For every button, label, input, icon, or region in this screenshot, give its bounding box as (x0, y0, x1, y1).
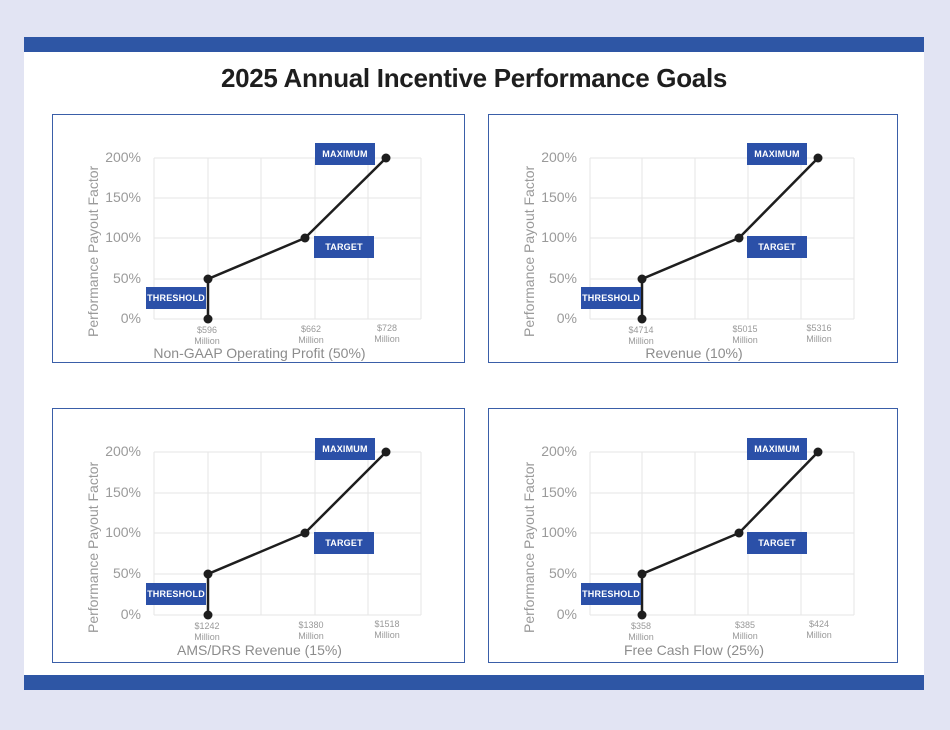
top-accent-bar (24, 37, 924, 52)
y-tick-0: 0% (120, 310, 141, 326)
maximum-tag: MAXIMUM (747, 143, 807, 165)
y-tick-50: 50% (112, 565, 141, 581)
y-tick-100: 100% (541, 524, 577, 540)
y-tick-0: 0% (120, 606, 141, 622)
x-tick-maximum: $728 Million (374, 323, 400, 344)
threshold-tag: THRESHOLD (146, 287, 206, 309)
chart-panel-free-cash-flow: Performance Payout Factor 200% 150% 100%… (488, 408, 898, 663)
target-tag: TARGET (314, 532, 374, 554)
y-tick-200: 200% (541, 149, 577, 165)
x-tick-threshold: $1242 Million (194, 621, 220, 642)
chart-panel-revenue: Performance Payout Factor 200% 150% 100%… (488, 114, 898, 363)
y-tick-100: 100% (541, 229, 577, 245)
maximum-tag: MAXIMUM (315, 438, 375, 460)
y-tick-150: 150% (541, 189, 577, 205)
y-tick-0: 0% (556, 606, 577, 622)
chart-plot (153, 153, 422, 324)
x-tick-maximum: $424 Million (806, 619, 832, 640)
x-tick-target: $1380 Million (298, 620, 324, 641)
chart-plot (589, 153, 855, 324)
y-tick-50: 50% (112, 270, 141, 286)
y-tick-200: 200% (541, 443, 577, 459)
y-tick-50: 50% (548, 270, 577, 286)
maximum-tag: MAXIMUM (315, 143, 375, 165)
x-axis-title: Non-GAAP Operating Profit (50%) (153, 345, 366, 361)
y-tick-200: 200% (105, 443, 141, 459)
threshold-tag: THRESHOLD (146, 583, 206, 605)
y-tick-150: 150% (105, 189, 141, 205)
x-tick-maximum: $1518 Million (374, 619, 400, 640)
x-tick-threshold: $358 Million (628, 621, 654, 642)
y-tick-150: 150% (105, 484, 141, 500)
x-tick-target: $5015 Million (732, 324, 758, 345)
x-tick-target: $662 Million (298, 324, 324, 345)
bottom-accent-bar (24, 675, 924, 690)
threshold-tag: THRESHOLD (581, 287, 641, 309)
x-axis-title: Revenue (10%) (645, 345, 743, 361)
x-tick-maximum: $5316 Million (806, 323, 832, 344)
page-title: 2025 Annual Incentive Performance Goals (220, 63, 728, 93)
target-tag: TARGET (747, 236, 807, 258)
threshold-tag: THRESHOLD (581, 583, 641, 605)
y-tick-50: 50% (548, 565, 577, 581)
x-tick-target: $385 Million (732, 620, 758, 641)
x-tick-threshold: $596 Million (194, 325, 220, 346)
y-tick-150: 150% (541, 484, 577, 500)
y-tick-200: 200% (105, 149, 141, 165)
x-axis-title: Free Cash Flow (25%) (623, 642, 765, 658)
chart-panel-ams-drs-revenue: Performance Payout Factor 200% 150% 100%… (52, 408, 465, 663)
target-tag: TARGET (314, 236, 374, 258)
chart-panel-operating-profit: Performance Payout Factor 200% 150% 100%… (52, 114, 465, 363)
y-tick-100: 100% (105, 524, 141, 540)
y-tick-0: 0% (556, 310, 577, 326)
maximum-tag: MAXIMUM (747, 438, 807, 460)
x-tick-threshold: $4714 Million (628, 325, 654, 346)
x-axis-title: AMS/DRS Revenue (15%) (177, 642, 342, 658)
y-tick-100: 100% (105, 229, 141, 245)
target-tag: TARGET (747, 532, 807, 554)
